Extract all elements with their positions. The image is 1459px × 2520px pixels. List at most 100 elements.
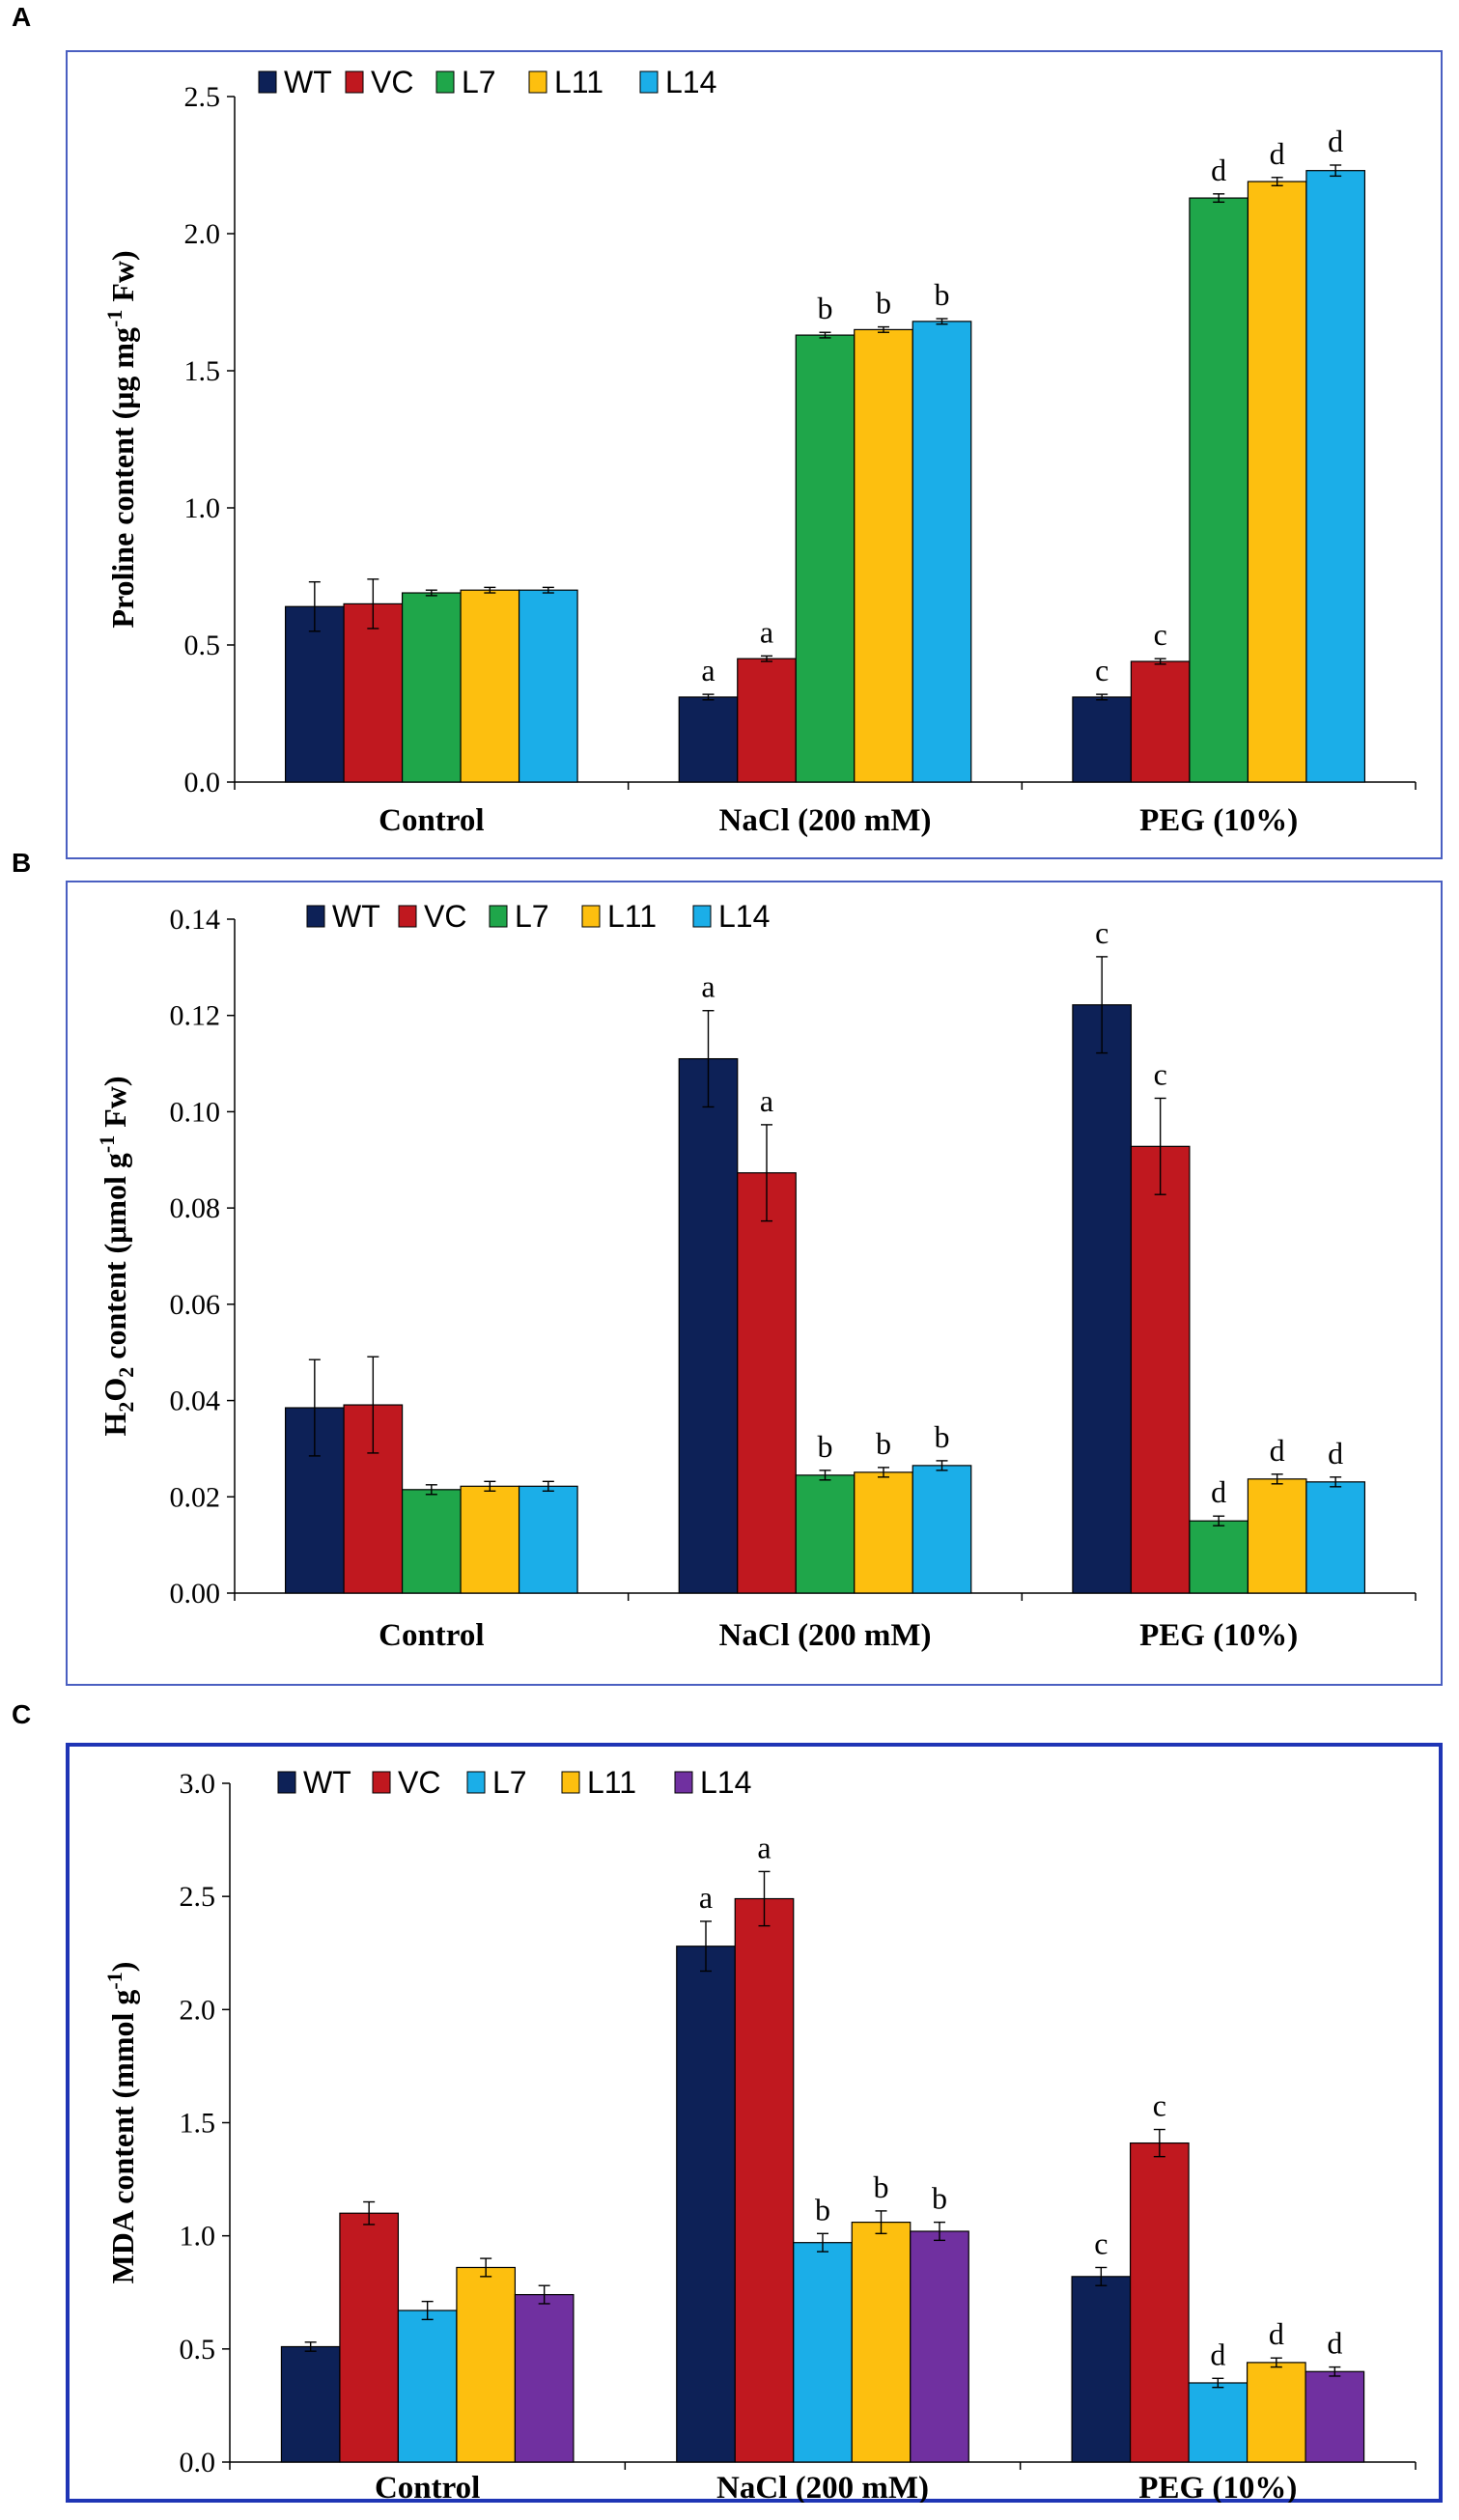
y-axis-label-part: content (μmol g	[98, 1153, 132, 1367]
legend-swatch	[466, 1771, 486, 1794]
legend-swatch	[528, 70, 547, 94]
bar-wt	[284, 605, 345, 783]
bar-l11	[854, 1471, 913, 1594]
bar-wt	[280, 2345, 341, 2463]
legend-label: WT	[332, 899, 380, 934]
legend-swatch	[277, 1771, 296, 1794]
bar-l14	[1305, 170, 1366, 783]
significance-label: d	[1211, 153, 1226, 187]
significance-label: a	[701, 969, 715, 1004]
panel-b-letter: B	[12, 848, 32, 878]
significance-label: b	[818, 1429, 833, 1464]
y-axis-label-part: )	[105, 1962, 140, 1973]
y-tick-label: 0.5	[184, 630, 221, 661]
x-category-label: NaCl (200 mM)	[719, 1618, 932, 1653]
legend-swatch	[345, 70, 364, 94]
bar-l11	[456, 2266, 517, 2463]
y-axis-label-part: 2	[114, 1402, 138, 1413]
panel-c-letter: C	[12, 1699, 32, 1729]
x-category-label: Control	[379, 803, 484, 838]
significance-label: d	[1270, 1433, 1285, 1468]
significance-label: b	[876, 286, 891, 321]
x-category-label: Control	[379, 1618, 484, 1653]
significance-label: b	[935, 1419, 950, 1454]
significance-label: c	[1154, 1056, 1167, 1091]
h2o2-chart: 0.00 0.02 0.04 0.06 0.08 0.10 0.12 0.14 Control N…	[66, 881, 1443, 1686]
bar-l7	[397, 2310, 458, 2463]
bar-wt	[1072, 696, 1133, 783]
y-tick-label: 1.5	[180, 2108, 216, 2140]
bar-l7	[793, 2242, 853, 2463]
panel-a-letter: A	[12, 2, 32, 32]
bar-vc	[737, 1172, 797, 1594]
y-axis-label-part: H	[98, 1413, 132, 1437]
legend-label: L11	[554, 65, 603, 99]
y-axis-label-part: O	[98, 1378, 132, 1402]
y-tick-label: 0.06	[170, 1289, 221, 1321]
bar-l14	[514, 2293, 575, 2463]
bar-l11	[1247, 181, 1307, 783]
bar-wt	[678, 1057, 739, 1594]
y-tick-label: 0.02	[170, 1481, 221, 1513]
bar-vc	[734, 1897, 795, 2463]
significance-label: b	[932, 2181, 947, 2216]
y-tick-label: 0.0	[184, 767, 221, 798]
legend-label: VC	[371, 65, 413, 99]
legend-swatch	[639, 70, 659, 94]
significance-label: b	[815, 2192, 830, 2226]
legend-swatch	[398, 905, 417, 928]
significance-label: b	[818, 291, 833, 325]
significance-label: d	[1270, 136, 1285, 171]
y-tick-label: 3.0	[180, 1768, 216, 1800]
bar-vc	[737, 658, 797, 783]
significance-label: b	[876, 1426, 891, 1461]
bar-wt	[1072, 1004, 1133, 1594]
legend-label: VC	[424, 899, 466, 934]
x-category-label: NaCl (200 mM)	[719, 803, 932, 838]
legend-label: L14	[665, 65, 716, 99]
bar-l11	[851, 2222, 912, 2463]
bar-wt	[1071, 2276, 1132, 2463]
panel-border	[66, 881, 1443, 1686]
y-axis-label-part: -1	[102, 1972, 126, 1989]
x-category-label: Control	[375, 2471, 480, 2503]
bar-l11	[1247, 1478, 1307, 1594]
bar-l7	[795, 1474, 856, 1594]
bar-l7	[1189, 197, 1249, 783]
bar-wt	[676, 1946, 736, 2463]
legend-label: L7	[492, 1765, 527, 1800]
legend-swatch	[674, 1771, 693, 1794]
legend-label: L14	[718, 899, 770, 934]
y-axis-label-part: Proline content (μg mg	[105, 327, 140, 629]
bar-vc	[343, 602, 404, 783]
significance-label: d	[1269, 2316, 1284, 2351]
panel-a-frame: 0.0 0.5 1.0 1.5 2.0 2.5 Control NaCl (200 mM) PE…	[66, 50, 1443, 859]
y-tick-label: 0.04	[170, 1386, 221, 1417]
bar-wt	[678, 696, 739, 783]
bar-l14	[910, 2230, 969, 2463]
bar-l7	[1189, 1520, 1249, 1594]
legend-swatch	[306, 905, 325, 928]
significance-label: d	[1328, 1436, 1343, 1470]
significance-label: c	[1095, 653, 1108, 687]
bar-l11	[460, 1485, 520, 1594]
bar-l7	[1188, 2382, 1249, 2463]
y-tick-label: 2.5	[184, 81, 221, 113]
significance-label: a	[757, 1830, 771, 1864]
legend-swatch	[435, 70, 455, 94]
significance-label: a	[760, 614, 773, 649]
significance-label: c	[1095, 915, 1108, 950]
significance-label: b	[874, 2170, 889, 2204]
y-tick-label: 0.14	[170, 904, 221, 936]
y-tick-label: 2.0	[184, 218, 221, 250]
legend-label: WT	[284, 65, 332, 99]
significance-label: d	[1327, 2326, 1342, 2361]
significance-label: c	[1094, 2226, 1108, 2260]
legend-label: L7	[462, 65, 496, 99]
bar-l14	[912, 1465, 972, 1594]
x-category-label: NaCl (200 mM)	[716, 2471, 929, 2503]
bar-vc	[1129, 2142, 1190, 2463]
y-tick-label: 0.10	[170, 1096, 221, 1128]
legend-label: L14	[700, 1765, 751, 1800]
legend-swatch	[692, 905, 712, 928]
